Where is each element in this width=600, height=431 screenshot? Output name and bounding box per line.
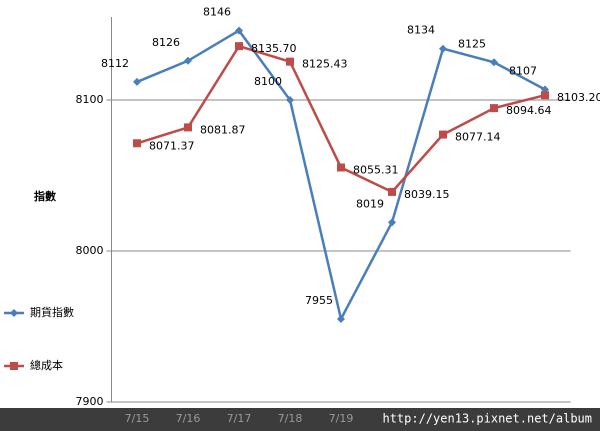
x-tick-label: 7/17 xyxy=(227,412,252,425)
point xyxy=(133,139,141,148)
value-label: 8100 xyxy=(254,75,282,88)
legend-label: 總成本 xyxy=(30,358,63,372)
y-tick-label: 7900 xyxy=(76,395,104,408)
value-label: 8055.31 xyxy=(353,164,399,177)
point xyxy=(388,218,396,227)
value-label: 8126 xyxy=(152,36,180,49)
point xyxy=(490,58,498,67)
point xyxy=(184,123,192,132)
y-tick-label: 8000 xyxy=(76,244,104,257)
point xyxy=(235,42,243,51)
value-label: 8125 xyxy=(458,37,486,50)
point xyxy=(10,362,18,370)
value-label: 8134 xyxy=(407,24,435,37)
point xyxy=(439,130,447,139)
point xyxy=(286,57,294,66)
point xyxy=(337,163,345,172)
x-tick-label: 7/15 xyxy=(125,412,150,425)
value-label: 8094.64 xyxy=(506,104,552,117)
value-label: 8125.43 xyxy=(302,58,348,71)
value-label: 8077.14 xyxy=(455,131,501,144)
value-label: 8146 xyxy=(203,6,231,19)
point xyxy=(439,44,447,53)
point xyxy=(388,187,396,196)
y-tick-label: 8100 xyxy=(76,93,104,106)
series-line xyxy=(136,28,546,323)
watermark-bar xyxy=(0,408,600,431)
point xyxy=(133,77,141,86)
point xyxy=(337,314,345,323)
point xyxy=(286,96,294,105)
value-label: 8112 xyxy=(101,57,129,70)
point xyxy=(184,56,192,65)
value-label: 8081.87 xyxy=(200,123,246,136)
value-label: 8135.70 xyxy=(251,42,297,55)
value-label: 8107 xyxy=(509,64,537,77)
point xyxy=(10,309,18,317)
point xyxy=(490,104,498,113)
point xyxy=(541,91,549,100)
point xyxy=(235,26,243,35)
value-label: 8071.37 xyxy=(149,139,195,152)
y-axis-label: 指數 xyxy=(34,189,56,203)
value-label: 8039.15 xyxy=(404,188,450,201)
x-tick-label: 7/18 xyxy=(278,412,303,425)
value-label: 8019 xyxy=(356,197,384,210)
watermark: http://yen13.pixnet.net/album xyxy=(382,412,592,426)
value-label: 7955 xyxy=(305,294,333,307)
x-tick-label: 7/16 xyxy=(176,412,201,425)
x-tick-label: 7/19 xyxy=(329,412,354,425)
legend-label: 期貨指數 xyxy=(30,305,74,319)
value-label: 8103.20 xyxy=(557,91,600,104)
